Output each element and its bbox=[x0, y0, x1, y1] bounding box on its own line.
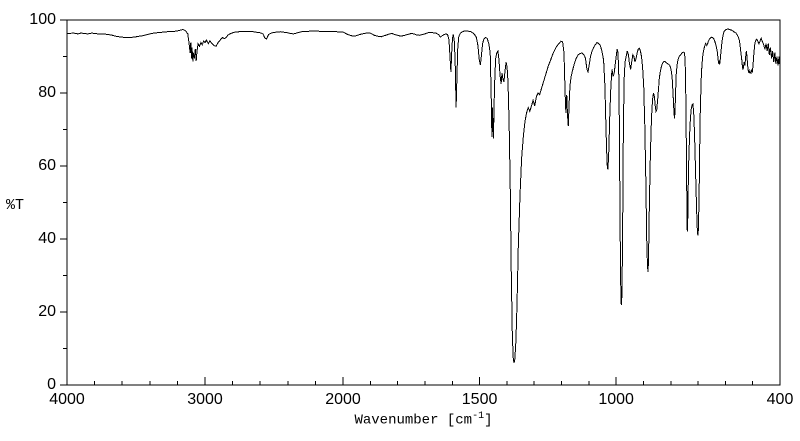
x-axis-tick-label: 4000 bbox=[49, 391, 85, 408]
y-axis-tick-label: 0 bbox=[47, 376, 56, 393]
y-axis-tick-label: 20 bbox=[38, 303, 56, 320]
spectrum-curve bbox=[66, 28, 781, 364]
x-axis-tick-label: 1000 bbox=[598, 391, 634, 408]
y-axis-tick-label: 100 bbox=[29, 11, 56, 28]
y-axis-tick-label: 80 bbox=[38, 84, 56, 101]
x-axis-title: Wavenumber [cm-1] bbox=[67, 411, 780, 429]
y-axis-tick-label: 60 bbox=[38, 157, 56, 174]
x-axis-title-superscript: -1 bbox=[472, 411, 485, 422]
x-axis-tick-label: 1500 bbox=[461, 391, 498, 408]
x-axis-tick-label: 3000 bbox=[187, 391, 223, 408]
y-axis-title: %T bbox=[6, 197, 25, 214]
plot-border bbox=[66, 19, 781, 386]
x-axis-title-bracket: ] bbox=[484, 412, 493, 429]
x-axis-tick-label: 400 bbox=[766, 391, 794, 408]
y-axis-tick-label: 40 bbox=[38, 230, 56, 247]
x-axis-tick-label: 2000 bbox=[325, 391, 361, 408]
x-axis-title-text: Wavenumber [cm bbox=[354, 412, 473, 429]
